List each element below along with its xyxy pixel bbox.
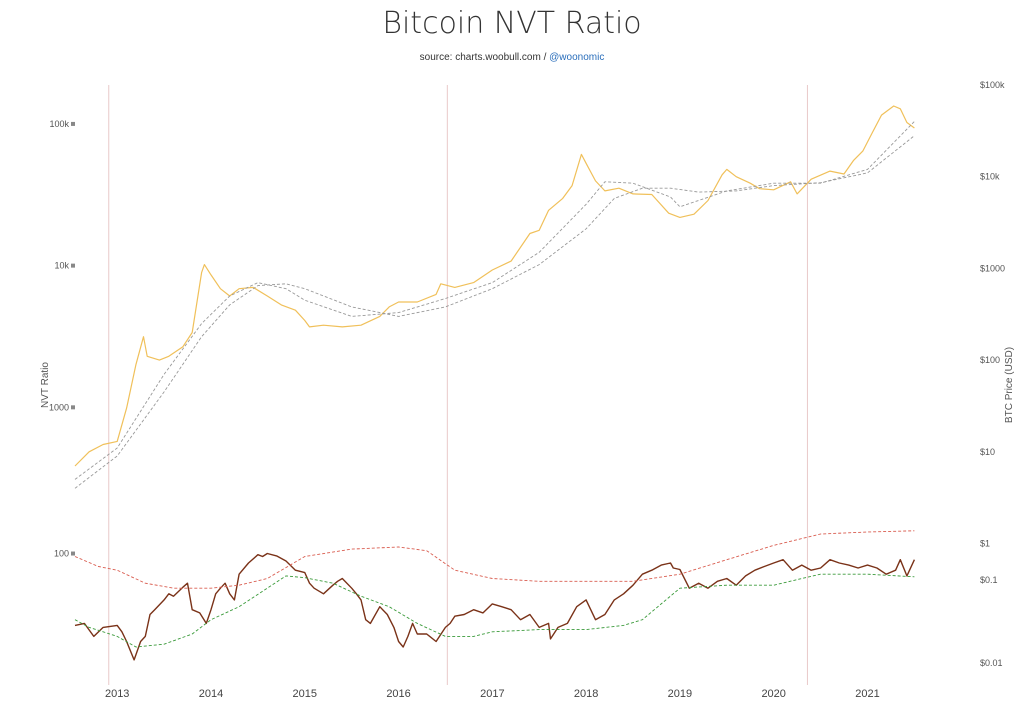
x-tick-label: 2018 xyxy=(574,688,598,700)
halving-lines xyxy=(108,85,808,685)
price-moving-average-line xyxy=(74,135,915,489)
y-axis-title-right: BTC Price (USD) xyxy=(1004,347,1015,423)
right-tick-label: $10k xyxy=(980,172,1000,182)
x-tick-label: 2017 xyxy=(480,688,504,700)
nvt-panel xyxy=(74,530,916,661)
price-moving-average-line xyxy=(74,121,915,480)
nvt-right-tick-label: $0.01 xyxy=(980,658,1003,668)
axis-labels: 1000 10k 100k $1 $10 $100 $1000 $10k $100k 100 $0.… xyxy=(49,80,1005,700)
left-tick-marker xyxy=(71,263,75,268)
nvt-left-tick-marker xyxy=(71,551,75,556)
x-tick-label: 2013 xyxy=(105,688,129,700)
right-tick-label: $10 xyxy=(980,447,995,457)
nvt-right-tick-label: $0.1 xyxy=(980,575,998,585)
x-tick-label: 2015 xyxy=(293,688,317,700)
right-tick-label: $100k xyxy=(980,80,1005,90)
left-tick-marker xyxy=(71,121,75,126)
x-tick-label: 2021 xyxy=(855,688,879,700)
btc-price-line xyxy=(74,105,915,467)
nvt-ratio-line xyxy=(74,552,916,661)
source-text: source: charts.woobull.com / xyxy=(419,52,550,63)
right-tick-label: $1000 xyxy=(980,263,1005,273)
left-tick-marker xyxy=(71,405,75,410)
y-axis-title-left: NVT Ratio xyxy=(40,362,51,408)
nvt-upper-band-line xyxy=(74,530,915,589)
twitter-handle-link[interactable]: @woonomic xyxy=(549,52,605,63)
right-tick-label: $1 xyxy=(980,539,990,549)
x-tick-label: 2020 xyxy=(761,688,785,700)
right-tick-label: $100 xyxy=(980,355,1000,365)
nvt-left-tick-label: 100 xyxy=(54,549,69,559)
x-tick-label: 2016 xyxy=(386,688,410,700)
x-tick-label: 2019 xyxy=(668,688,692,700)
chart-subtitle: source: charts.woobull.com / @woonomic xyxy=(0,52,1024,63)
left-tick-label: 100k xyxy=(49,119,69,129)
chart-title: Bitcoin NVT Ratio xyxy=(382,6,642,41)
nvt-lower-band-line xyxy=(74,573,915,648)
left-tick-label: 1000 xyxy=(49,402,69,412)
left-tick-label: 10k xyxy=(54,261,69,271)
x-tick-label: 2014 xyxy=(199,688,223,700)
price-panel xyxy=(74,105,915,489)
